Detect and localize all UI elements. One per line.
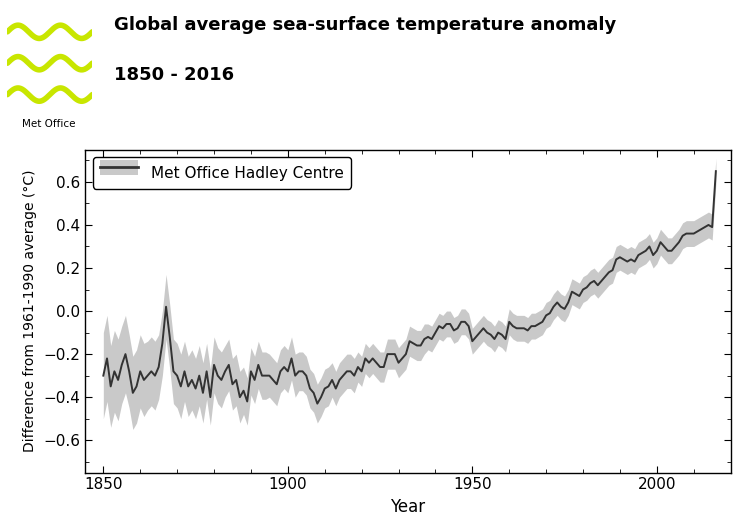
- X-axis label: Year: Year: [390, 498, 425, 516]
- Text: Met Office: Met Office: [22, 119, 75, 129]
- Legend: Met Office Hadley Centre: Met Office Hadley Centre: [92, 158, 351, 188]
- Y-axis label: Difference from 1961-1990 average (°C): Difference from 1961-1990 average (°C): [24, 170, 38, 453]
- Text: 1850 - 2016: 1850 - 2016: [114, 66, 235, 83]
- Text: Global average sea-surface temperature anomaly: Global average sea-surface temperature a…: [114, 16, 617, 34]
